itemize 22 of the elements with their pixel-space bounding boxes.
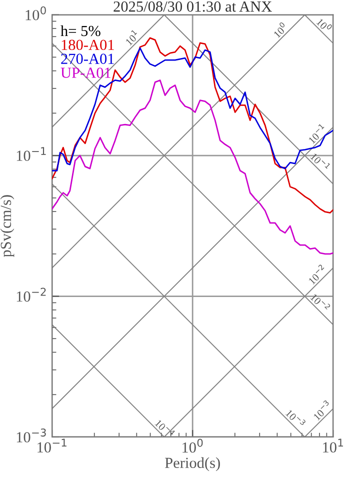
series-label: 270-A01 bbox=[61, 54, 114, 64]
annotation: 10$^{−3}$ bbox=[285, 408, 306, 428]
annotation: 10$^{−2}$ bbox=[306, 264, 328, 285]
y-tick-label: 10$^{−1}$ bbox=[16, 147, 46, 161]
series-label: 180-A01 bbox=[62, 40, 114, 50]
annotation: 10$^{−4}$ bbox=[154, 418, 176, 438]
annotation: h= 5% bbox=[60, 25, 100, 36]
y-tick-label: 10$^{−2}$ bbox=[16, 288, 46, 302]
x-axis-title: Period(s) bbox=[165, 457, 220, 472]
x-tick-label: 10$^{1}$ bbox=[323, 438, 343, 453]
annotation: 10$^{1}$ bbox=[124, 29, 140, 46]
annotation: 10$^{−1}$ bbox=[310, 151, 331, 172]
annotation: 10$^{−1}$ bbox=[306, 123, 328, 144]
text: UP-A01 bbox=[60, 68, 110, 78]
annotation: 10$^{0}$ bbox=[316, 16, 333, 33]
y-axis-title: pSv(cm/s) bbox=[0, 195, 14, 258]
annotation: 10$^{0}$ bbox=[272, 22, 288, 38]
x-tick-label: 10$^{0}$ bbox=[182, 438, 203, 453]
annotation: 10$^{−3}$ bbox=[311, 400, 332, 421]
y-tick-label: 10$^{0}$ bbox=[26, 6, 46, 20]
chart-title: 2025/08/30 01:30 at ANX bbox=[114, 1, 272, 12]
annotation: 10$^{−2}$ bbox=[310, 292, 331, 312]
